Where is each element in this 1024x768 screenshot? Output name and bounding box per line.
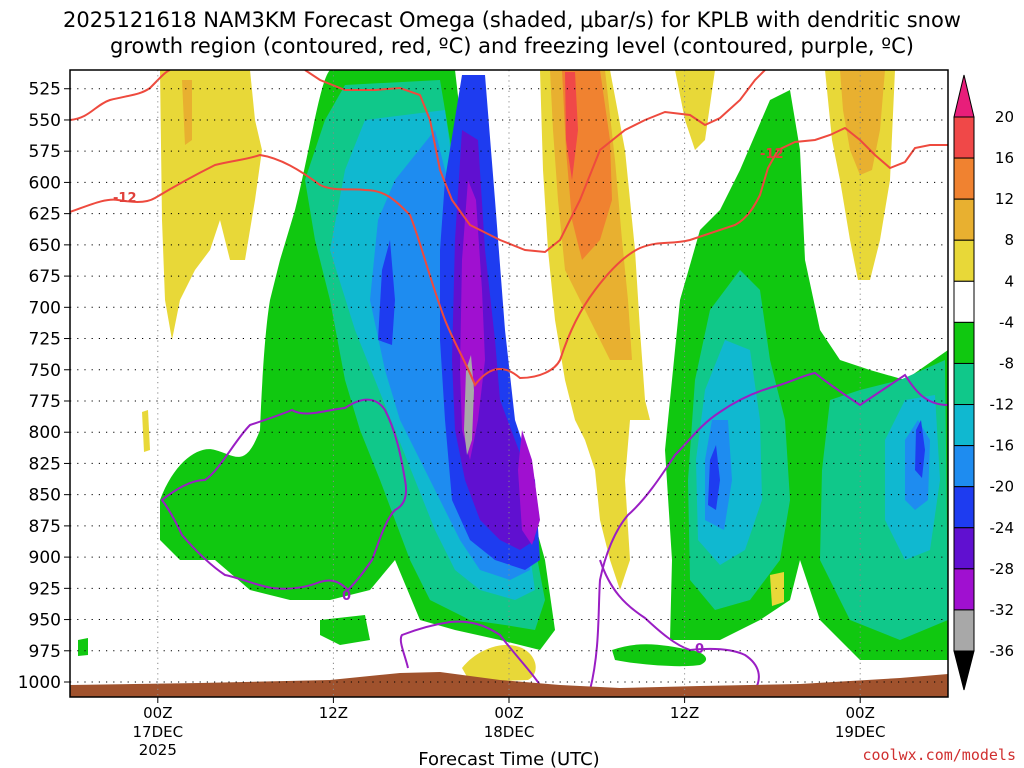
ytick-label-950: 950 xyxy=(29,611,61,631)
omega-band-green-3 xyxy=(612,644,707,667)
omega-band-yellow-3 xyxy=(675,70,715,150)
colorbar-bin-3 xyxy=(953,239,975,282)
omega-band-blue-3 xyxy=(708,445,720,510)
colorbar-bin-11 xyxy=(953,568,975,611)
omega-band-green-4 xyxy=(78,638,88,656)
ytick-label-625: 625 xyxy=(29,205,61,225)
omega-band-yellow-7 xyxy=(770,572,784,606)
colorbar-bin-0 xyxy=(953,116,975,159)
colorbar-label-9: -20 xyxy=(990,478,1015,496)
colorbar-bin-2 xyxy=(953,198,975,241)
colorbar-label-12: -32 xyxy=(990,601,1015,619)
ytick-label-800: 800 xyxy=(29,423,61,443)
colorbar-bin-9 xyxy=(953,486,975,529)
ytick-label-750: 750 xyxy=(29,361,61,381)
ytick-label-700: 700 xyxy=(29,298,61,318)
colorbar-label-13: -36 xyxy=(990,642,1015,660)
omega-band-purple-2 xyxy=(518,430,540,545)
omega-band-yellow-6 xyxy=(142,410,150,452)
y-axis-ticks: 525 550 575 600 625 650 675 700 725 750 775 800 825 8… xyxy=(18,80,70,693)
credit-text: coolwx.com/models xyxy=(862,746,1016,764)
xtick-year-0: 2025 xyxy=(139,741,177,759)
xtick-date-0: 17DEC xyxy=(133,723,184,741)
xtick-label-4: 00Z xyxy=(846,704,875,722)
ytick-label-850: 850 xyxy=(29,486,61,506)
omega-band-gold-2 xyxy=(840,70,885,175)
colorbar-label-2: 12 xyxy=(995,190,1014,208)
freezing-label-left: 0 xyxy=(342,589,351,604)
chart-title-line1: 2025121618 NAM3KM Forecast Omega (shaded… xyxy=(63,8,961,32)
colorbar-label-11: -28 xyxy=(990,560,1015,578)
colorbar-label-6: -8 xyxy=(999,354,1014,372)
xtick-date-4: 19DEC xyxy=(835,723,886,741)
ytick-label-925: 925 xyxy=(29,579,61,599)
colorbar: 20 16 12 8 4 -4 -8 -12 -16 -20 -24 -28 -32 -36 xyxy=(953,74,1015,691)
colorbar-label-3: 8 xyxy=(1004,231,1014,249)
xtick-label-0: 00Z xyxy=(143,704,172,722)
dgz-contour-upper xyxy=(70,70,766,254)
chart-title-line2: growth region (contoured, red, ºC) and f… xyxy=(110,34,914,58)
xtick-label-1: 12Z xyxy=(319,704,348,722)
ytick-label-525: 525 xyxy=(29,80,61,100)
ytick-label-900: 900 xyxy=(29,548,61,568)
colorbar-bin-8 xyxy=(953,445,975,488)
colorbar-label-0: 20 xyxy=(995,108,1014,126)
freezing-contour-lower xyxy=(399,371,948,691)
shaded-field xyxy=(70,70,948,691)
freezing-contour-bottom xyxy=(599,559,760,691)
colorbar-label-7: -12 xyxy=(990,396,1015,414)
colorbar-label-8: -16 xyxy=(990,437,1015,455)
colorbar-bin-4 xyxy=(953,280,975,323)
ytick-label-725: 725 xyxy=(29,330,61,350)
ytick-label-550: 550 xyxy=(29,111,61,131)
ytick-label-1000: 1000 xyxy=(18,673,61,693)
ytick-label-575: 575 xyxy=(29,142,61,162)
ytick-label-825: 825 xyxy=(29,454,61,474)
dgz-label-left: -12 xyxy=(113,191,137,206)
xtick-label-3: 12Z xyxy=(670,704,699,722)
colorbar-bottom-arrow xyxy=(953,650,975,691)
omega-band-blue-1 xyxy=(378,240,395,345)
colorbar-bin-10 xyxy=(953,527,975,570)
colorbar-bin-6 xyxy=(953,362,975,406)
dgz-contour-lower xyxy=(70,126,948,388)
colorbar-label-10: -24 xyxy=(990,519,1015,537)
omega-band-red-1 xyxy=(565,72,578,180)
colorbar-bin-1 xyxy=(953,157,975,200)
omega-band-gray-1 xyxy=(464,355,474,455)
ytick-label-650: 650 xyxy=(29,236,61,256)
time-gridlines xyxy=(157,70,861,697)
ytick-label-600: 600 xyxy=(29,173,61,193)
omega-band-blue-4 xyxy=(915,420,925,478)
omega-band-gold-3 xyxy=(182,80,192,145)
ytick-label-775: 775 xyxy=(29,392,61,412)
ytick-label-875: 875 xyxy=(29,517,61,537)
omega-band-yellow-5 xyxy=(462,644,536,682)
colorbar-label-5: -4 xyxy=(999,313,1014,331)
ytick-label-675: 675 xyxy=(29,267,61,287)
xtick-label-2: 00Z xyxy=(494,704,523,722)
xtick-date-2: 18DEC xyxy=(484,723,535,741)
colorbar-top-arrow xyxy=(953,74,975,118)
colorbar-bin-7 xyxy=(953,404,975,447)
colorbar-label-1: 16 xyxy=(995,149,1014,167)
omega-band-green-5 xyxy=(320,615,370,645)
freezing-label-right: 0 xyxy=(695,642,704,657)
colorbar-bin-5 xyxy=(953,321,975,364)
freezing-contour-main xyxy=(160,398,408,592)
x-axis-title: Forecast Time (UTC) xyxy=(418,749,599,768)
ytick-label-975: 975 xyxy=(29,642,61,662)
colorbar-bin-12 xyxy=(953,609,975,652)
dgz-label-right: -12 xyxy=(760,147,784,162)
colorbar-label-4: 4 xyxy=(1004,272,1014,290)
